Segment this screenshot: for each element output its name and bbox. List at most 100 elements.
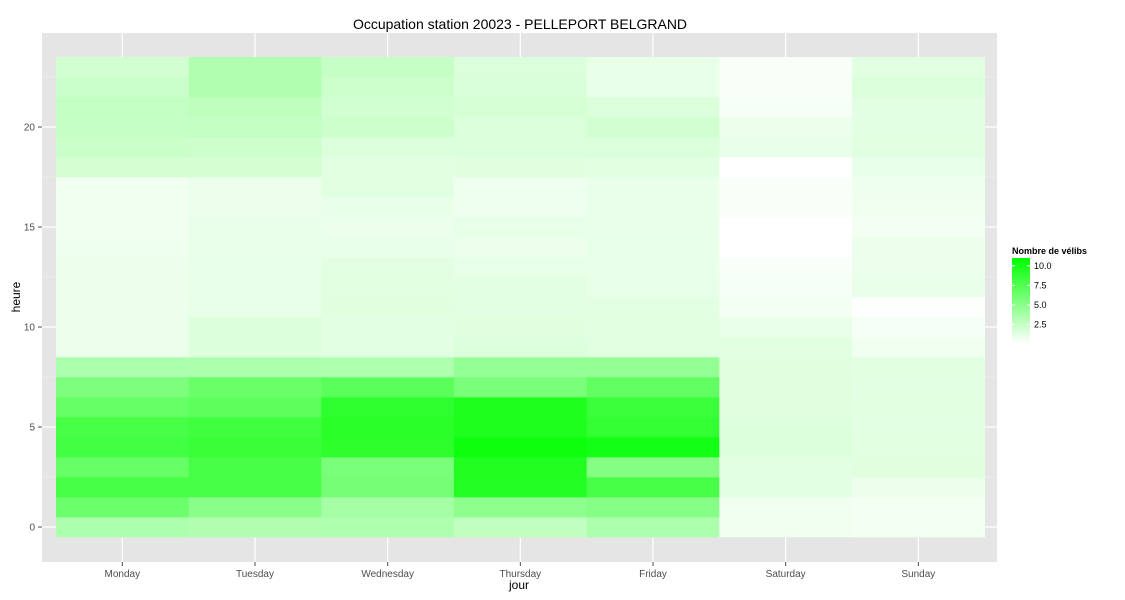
heatmap-tile: [454, 237, 587, 258]
legend-tick-label: 7.5: [1034, 280, 1047, 290]
heatmap-tile: [852, 137, 985, 158]
heatmap-tile: [56, 497, 189, 518]
heatmap-tile: [56, 117, 189, 138]
x-tick-label: Friday: [639, 569, 667, 580]
heatmap-tile: [321, 297, 455, 318]
legend-tick-label: 2.5: [1034, 319, 1047, 329]
heatmap-tile: [719, 257, 853, 278]
heatmap-tile: [321, 217, 455, 238]
heatmap-tile: [454, 177, 587, 198]
x-tick-label: Saturday: [766, 569, 806, 580]
heatmap-tile: [188, 337, 322, 358]
y-tick-label: 5: [29, 423, 35, 434]
heatmap-tile: [321, 97, 455, 118]
heatmap-tile: [188, 157, 322, 178]
heatmap-tile: [188, 257, 322, 278]
heatmap-tile: [719, 337, 853, 358]
heatmap-tile: [56, 457, 189, 478]
heatmap-tile: [586, 137, 720, 158]
heatmap-tile: [586, 497, 720, 518]
heatmap-tile: [56, 237, 189, 258]
heatmap-tile: [586, 297, 720, 318]
heatmap-tile: [188, 397, 322, 418]
heatmap-tile: [719, 237, 853, 258]
heatmap-tile: [719, 437, 853, 458]
heatmap-tile: [852, 357, 985, 378]
heatmap-tile: [188, 297, 322, 318]
heatmap-tile: [719, 177, 853, 198]
heatmap-tile: [56, 57, 189, 78]
heatmap-tile: [586, 457, 720, 478]
heatmap-tile: [719, 377, 853, 398]
heatmap-tile: [188, 117, 322, 138]
heatmap-tile: [586, 517, 720, 538]
heatmap-tile: [719, 457, 853, 478]
heatmap-tile: [852, 397, 985, 418]
heatmap-tile: [188, 97, 322, 118]
heatmap-tile: [321, 417, 455, 438]
heatmap-tile: [56, 397, 189, 418]
heatmap-tile: [586, 317, 720, 338]
y-axis: 0 5 10 15 20: [24, 123, 42, 534]
heatmap-tile: [321, 257, 455, 278]
heatmap-tile: [321, 137, 455, 158]
heatmap-tile: [56, 317, 189, 338]
heatmap-tile: [321, 57, 455, 78]
heatmap-tile: [321, 477, 455, 498]
heatmap-tile: [56, 517, 189, 538]
heatmap-tile: [321, 177, 455, 198]
heatmap-tile: [719, 117, 853, 138]
heatmap-tile: [852, 117, 985, 138]
heatmap-tile: [188, 417, 322, 438]
heatmap-tile: [56, 477, 189, 498]
x-axis: Monday Tuesday Wednesday Thursday Friday Satu…: [105, 562, 935, 580]
heatmap-tile: [454, 197, 587, 218]
heatmap-tile: [56, 197, 189, 218]
heatmap-tile: [852, 517, 985, 538]
legend-tick-label: 5.0: [1034, 300, 1047, 310]
heatmap-tile: [719, 297, 853, 318]
heatmap-tile: [56, 157, 189, 178]
heatmap-tile: [56, 437, 189, 458]
heatmap-tile: [454, 457, 587, 478]
heatmap-tile: [719, 417, 853, 438]
y-tick-label: 0: [29, 523, 35, 534]
heatmap-tile: [454, 297, 587, 318]
heatmap-tile: [454, 137, 587, 158]
heatmap-tile: [188, 497, 322, 518]
heatmap-tile: [454, 157, 587, 178]
heatmap-tile: [852, 237, 985, 258]
heatmap-tile: [321, 337, 455, 358]
heatmap-tile: [188, 477, 322, 498]
legend-title: Nombre de vélibs: [1012, 246, 1087, 256]
heatmap-tile: [56, 417, 189, 438]
heatmap-tile: [586, 217, 720, 238]
heatmap-tile: [321, 277, 455, 298]
heatmap-tile: [56, 137, 189, 158]
heatmap-tile: [586, 237, 720, 258]
heatmap-tile: [56, 277, 189, 298]
heatmap-tile: [719, 217, 853, 238]
heatmap-tile: [852, 317, 985, 338]
heatmap-tile: [454, 217, 587, 238]
heatmap-tile: [454, 77, 587, 98]
heatmap-tile: [586, 337, 720, 358]
legend-colorbar: [1012, 258, 1030, 344]
heatmap-tile: [321, 437, 455, 458]
heatmap-tile: [719, 497, 853, 518]
heatmap-tile: [188, 177, 322, 198]
heatmap-tile: [56, 337, 189, 358]
heatmap-tile: [454, 477, 587, 498]
heatmap-tile: [586, 397, 720, 418]
heatmap-tile: [454, 377, 587, 398]
heatmap-tile: [586, 357, 720, 378]
heatmap-tile: [719, 97, 853, 118]
heatmap-tile: [321, 317, 455, 338]
heatmap-tile: [719, 197, 853, 218]
heatmap-tile: [321, 157, 455, 178]
heatmap-tile: [188, 197, 322, 218]
heatmap-tile: [852, 477, 985, 498]
legend: Nombre de vélibs 2.5 5.0 7.5 10.0: [1012, 246, 1087, 344]
heatmap-tile: [454, 417, 587, 438]
